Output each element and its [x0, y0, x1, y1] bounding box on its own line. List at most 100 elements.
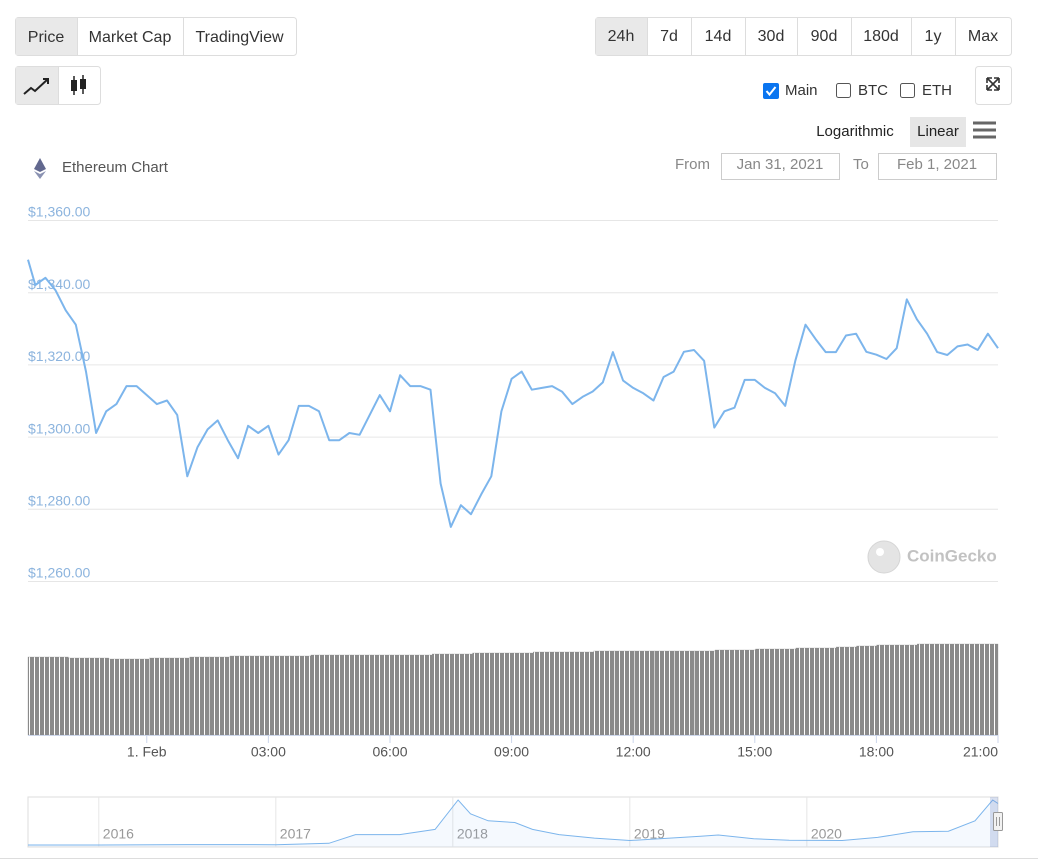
- range-button[interactable]: 1y: [911, 18, 942, 55]
- volume-bar: [250, 655, 271, 736]
- from-input-box[interactable]: [721, 153, 840, 180]
- x-tick-label: 03:00: [251, 744, 286, 760]
- from-label: From: [675, 156, 710, 173]
- volume-bar: [593, 650, 615, 736]
- to-label: To: [853, 156, 869, 173]
- x-tick-label: 09:00: [494, 744, 529, 760]
- x-tick-label: 12:00: [616, 744, 651, 760]
- fullscreen-button[interactable]: [975, 66, 1012, 105]
- range-button[interactable]: 14d: [691, 18, 732, 55]
- x-tick-label: 06:00: [372, 744, 407, 760]
- checkbox: [836, 83, 851, 98]
- candle-body: [71, 80, 77, 91]
- range-label: 30d: [758, 28, 785, 45]
- x-tick-label: 1. Feb: [127, 744, 167, 760]
- volume-bar: [189, 656, 211, 736]
- tab-button[interactable]: Market Cap: [77, 18, 172, 55]
- volume-bar: [149, 657, 170, 736]
- volume-bar: [229, 655, 251, 736]
- y-tick-label: $1,320.00: [28, 348, 90, 364]
- volume-bar: [856, 645, 877, 736]
- navigator-line: [28, 799, 999, 846]
- navigator-handle[interactable]: [993, 812, 1003, 831]
- volume-bar: [714, 649, 736, 736]
- checkbox: [900, 83, 915, 98]
- checkbox-checked: [763, 83, 779, 99]
- scale-label: Logarithmic: [816, 123, 894, 140]
- y-tick-label: $1,300.00: [28, 420, 90, 436]
- volume-bar: [391, 654, 413, 736]
- line-chart-button[interactable]: [16, 67, 58, 104]
- to-input[interactable]: Feb 1, 2021: [897, 156, 977, 173]
- volume-bar: [634, 650, 655, 736]
- line-chart-icon: [23, 78, 49, 95]
- range-button[interactable]: 7d: [647, 18, 678, 55]
- range-button[interactable]: 180d: [851, 18, 899, 55]
- candle-chart-button[interactable]: [71, 75, 86, 95]
- range-label: 1y: [925, 28, 942, 45]
- eth-icon-top: [34, 158, 46, 172]
- series-toggle[interactable]: ETH: [900, 82, 953, 99]
- menu-bar: [973, 135, 996, 139]
- range-label: Max: [968, 28, 998, 45]
- volume-bar: [977, 643, 999, 736]
- watermark-logo-eye: [876, 548, 884, 556]
- volume-bar: [371, 654, 392, 736]
- navigator-year-label: 2020: [811, 826, 842, 842]
- price-line: [27, 259, 999, 528]
- volume-bar: [755, 648, 776, 736]
- line-chart-active-bg: [16, 67, 58, 104]
- x-tick-label: 15:00: [737, 744, 772, 760]
- volume-bar: [917, 643, 938, 736]
- range-button[interactable]: 90d: [797, 18, 838, 55]
- tab-group: [15, 17, 297, 56]
- toggle-label: BTC: [858, 82, 888, 99]
- range-label: 7d: [660, 28, 678, 45]
- volume-bar: [836, 646, 857, 736]
- volume-bar: [48, 656, 69, 736]
- candle-body: [80, 79, 86, 89]
- line-chart-icon-arrow: [43, 78, 49, 84]
- volume-bar: [411, 654, 433, 736]
- volume-bar: [472, 652, 493, 736]
- tab-active-bg: [16, 18, 77, 55]
- navigator-year-label: 2018: [457, 826, 488, 842]
- tab-label: Price: [28, 29, 65, 46]
- y-tick-label: $1,360.00: [28, 204, 90, 220]
- volume-bar: [654, 650, 675, 736]
- volume-bar: [795, 647, 817, 736]
- scale-button[interactable]: Linear: [910, 117, 966, 147]
- tab-button[interactable]: Price: [16, 18, 77, 55]
- navigator-area: [28, 800, 998, 847]
- to-input-box[interactable]: [878, 153, 997, 180]
- volume-bar: [896, 644, 918, 736]
- toggle-label: ETH: [922, 82, 952, 99]
- series-toggle[interactable]: Main: [763, 82, 818, 99]
- volume-bar: [128, 658, 150, 736]
- range-label: 90d: [811, 28, 838, 45]
- volume-bar: [512, 652, 534, 736]
- tab-label: Market Cap: [89, 29, 172, 46]
- volume-bar: [290, 655, 312, 736]
- range-button[interactable]: 24h: [596, 18, 647, 55]
- volume-bar: [310, 654, 332, 736]
- volume-bar: [351, 654, 372, 736]
- volume-bar: [432, 653, 453, 736]
- fullscreen-icon: [986, 77, 1000, 91]
- watermark: CoinGecko: [907, 546, 997, 565]
- y-tick-label: $1,260.00: [28, 565, 90, 581]
- x-tick-label: 21:00: [963, 744, 998, 760]
- volume-bar: [674, 650, 696, 736]
- menu-bar: [973, 128, 996, 132]
- series-toggle[interactable]: BTC: [836, 82, 889, 99]
- from-input[interactable]: Jan 31, 2021: [737, 156, 824, 173]
- range-button[interactable]: 30d: [745, 18, 785, 55]
- range-label: 180d: [863, 28, 899, 45]
- chart-menu-button[interactable]: [973, 121, 996, 139]
- tab-button[interactable]: TradingView: [183, 18, 284, 55]
- range-button[interactable]: Max: [955, 18, 999, 55]
- scale-button[interactable]: Logarithmic: [816, 123, 894, 140]
- eth-icon-bottom: [34, 171, 46, 179]
- volume-bar: [553, 651, 574, 736]
